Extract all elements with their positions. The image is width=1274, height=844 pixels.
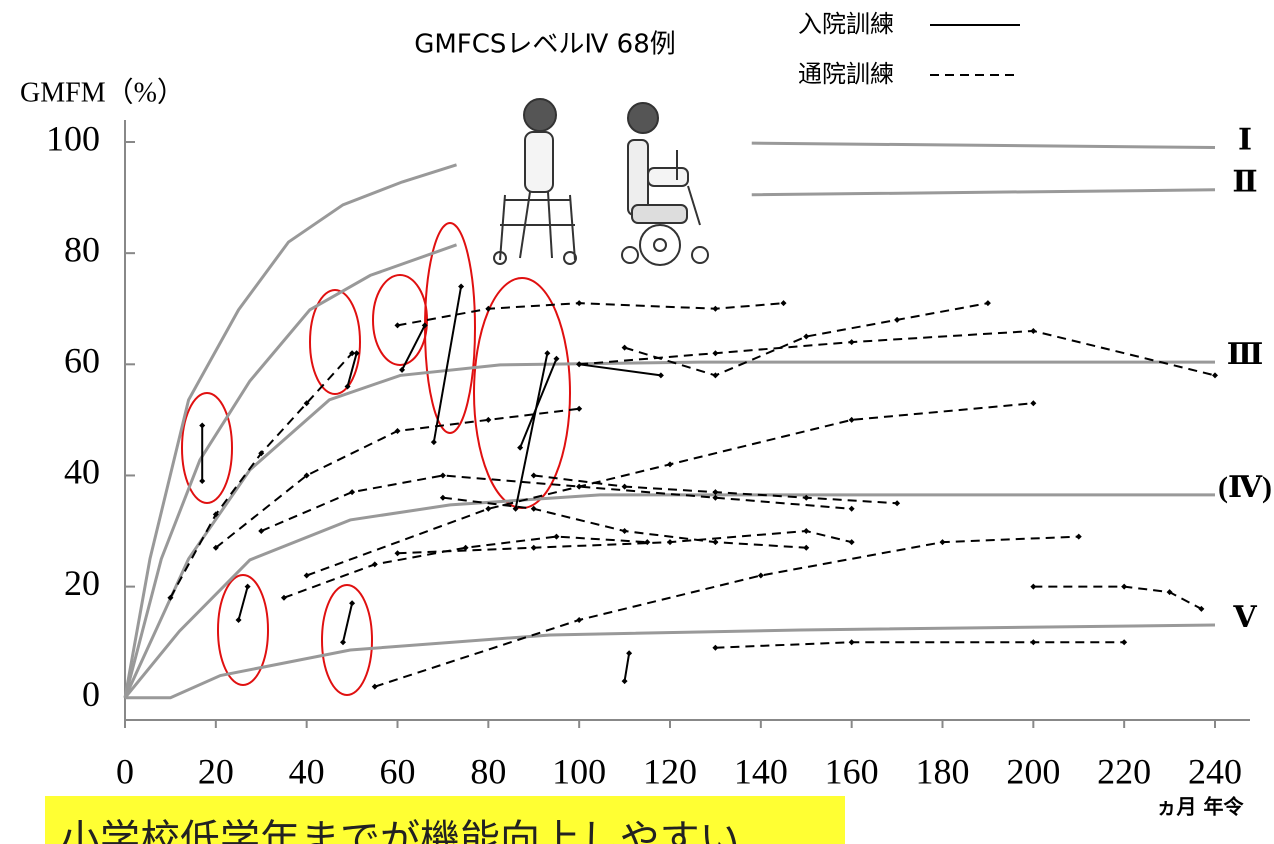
x-tick-label: 0 [116, 751, 134, 791]
x-axis-label: ヵ月 年令 [1157, 795, 1245, 819]
annotation: 小学校低学年までが機能向上しやすい [60, 817, 740, 844]
x-tick-label: 160 [825, 751, 879, 791]
x-tick-label: 220 [1097, 751, 1151, 791]
x-tick-label: 120 [643, 751, 697, 791]
chart: GMFCSレベルⅣ 68例 GMFM（%） ヵ月 年令 小学校低学年までが機能向… [0, 0, 1274, 844]
x-tick-label: 200 [1006, 751, 1060, 791]
curve-label: Ⅴ [1232, 601, 1257, 634]
chart-title: GMFCSレベルⅣ 68例 [414, 30, 676, 60]
x-tick-label: 180 [916, 751, 970, 791]
x-tick-label: 100 [552, 751, 606, 791]
x-tick-label: 60 [380, 751, 416, 791]
x-tick-label: 240 [1188, 751, 1242, 791]
y-tick-label: 0 [82, 674, 100, 714]
y-tick-label: 100 [46, 118, 100, 158]
legend-label: 入院訓練 [798, 10, 894, 38]
x-tick-label: 140 [734, 751, 788, 791]
x-tick-label: 40 [289, 751, 325, 791]
curve-label: Ⅰ [1238, 123, 1252, 156]
y-tick-label: 20 [64, 563, 100, 603]
curve-label: Ⅱ [1232, 166, 1257, 199]
legend-label: 通院訓練 [798, 60, 894, 88]
x-tick-label: 20 [198, 751, 234, 791]
curve-label: Ⅲ [1227, 338, 1264, 371]
y-tick-label: 80 [64, 229, 100, 269]
x-tick-label: 80 [470, 751, 506, 791]
y-tick-label: 40 [64, 452, 100, 492]
y-axis-label: GMFM（%） [20, 76, 185, 108]
y-tick-label: 60 [64, 341, 100, 381]
curve-label: (Ⅳ) [1218, 471, 1272, 504]
